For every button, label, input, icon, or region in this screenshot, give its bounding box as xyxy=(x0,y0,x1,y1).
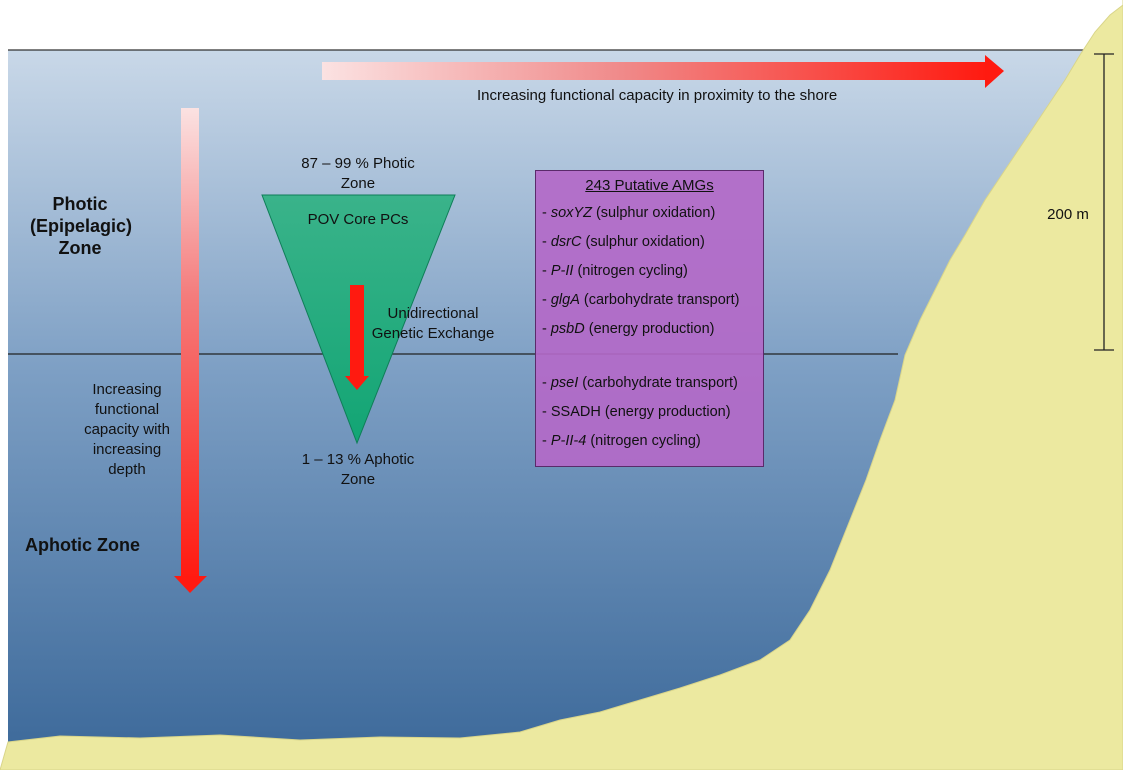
amg-function: (sulphur oxidation) xyxy=(581,234,705,250)
amg-function: (nitrogen cycling) xyxy=(586,433,701,449)
amg-item-prefix: - xyxy=(542,292,551,308)
amg-function: SSADH (energy production) xyxy=(550,404,731,420)
genetic-exchange-label: Unidirectional Genetic Exchange xyxy=(371,305,495,342)
amg-item-prefix: - xyxy=(542,234,551,250)
amg-gene: psbD xyxy=(550,321,585,337)
amg-item: - pseI (carbohydrate transport) xyxy=(542,374,738,392)
amg-item: - P-II (nitrogen cycling) xyxy=(542,262,688,280)
depth-scale xyxy=(1094,53,1114,351)
vertical-arrow-label: Increasing functional capacity with incr… xyxy=(84,381,170,478)
amg-item-prefix: - xyxy=(542,433,551,449)
amg-item: - psbD (energy production) xyxy=(542,320,714,338)
amg-item: - P-II-4 (nitrogen cycling) xyxy=(542,432,701,450)
amg-function: (carbohydrate transport) xyxy=(578,375,738,391)
genetic-exchange-arrow xyxy=(345,285,369,390)
amg-function: (sulphur oxidation) xyxy=(591,205,716,221)
photic-zone-label: Photic (Epipelagic) Zone xyxy=(30,194,133,258)
amg-gene: glgA xyxy=(550,292,580,308)
amg-function: (energy production) xyxy=(584,321,715,337)
triangle-core-label: POV Core PCs xyxy=(307,211,409,228)
amg-item: - dsrC (sulphur oxidation) xyxy=(542,233,705,251)
depth-scale-label: 200 m xyxy=(1047,206,1089,223)
horizontal-arrow xyxy=(322,55,1004,88)
amg-item: - SSADH (energy production) xyxy=(542,403,731,421)
amg-gene: soxYZ xyxy=(550,205,592,221)
amg-gene: dsrC xyxy=(550,234,582,250)
amg-gene: P-II-4 xyxy=(550,433,587,449)
amg-item-prefix: - xyxy=(542,375,551,391)
triangle-bottom-label: 1 – 13 % Aphotic Zone xyxy=(301,451,415,488)
aphotic-zone-label: Aphotic Zone xyxy=(25,535,140,555)
amg-item-prefix: - xyxy=(542,404,551,420)
horizontal-arrow-label: Increasing functional capacity in proxim… xyxy=(477,87,838,104)
amg-item-prefix: - xyxy=(542,205,551,221)
amg-box: 243 Putative AMGs - soxYZ (sulphur oxida… xyxy=(535,170,764,467)
amg-item-prefix: - xyxy=(542,263,551,279)
amg-gene: pseI xyxy=(550,375,579,391)
triangle-top-label: 87 – 99 % Photic Zone xyxy=(301,155,415,192)
amg-box-title: 243 Putative AMGs xyxy=(585,177,714,194)
amg-function: (carbohydrate transport) xyxy=(579,292,740,308)
amg-function: (nitrogen cycling) xyxy=(573,263,688,279)
vertical-arrow xyxy=(174,108,207,593)
amg-item: - glgA (carbohydrate transport) xyxy=(542,291,739,309)
amg-gene: P-II xyxy=(550,263,574,279)
amg-item-prefix: - xyxy=(542,321,551,337)
amg-item: - soxYZ (sulphur oxidation) xyxy=(542,204,715,222)
